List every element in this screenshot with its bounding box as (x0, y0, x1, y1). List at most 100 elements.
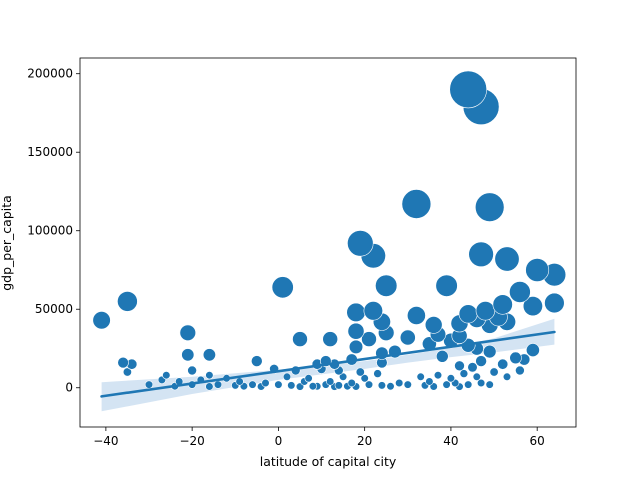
scatter-point (117, 291, 138, 312)
scatter-point (509, 351, 522, 365)
scatter-point (395, 378, 404, 388)
scatter-point (373, 369, 382, 378)
scatter-point (442, 380, 451, 389)
x-tick-label: 60 (530, 434, 545, 448)
x-axis-ticks: −40 −20 0 20 40 60 (93, 427, 545, 448)
x-tick-label: 20 (357, 434, 372, 448)
scatter-point (308, 382, 318, 391)
x-tick-label: −40 (93, 434, 118, 448)
scatter-point (475, 301, 496, 321)
scatter-point (399, 329, 416, 346)
scatter-point (292, 331, 308, 347)
scatter-point (525, 258, 550, 282)
scatter-point (347, 322, 365, 340)
scatter-point (235, 377, 244, 386)
scatter-point (122, 367, 132, 377)
scatter-point (454, 360, 465, 372)
scatter-point (375, 274, 398, 297)
scatter-point (250, 355, 263, 367)
y-tick-label: 200000 (27, 67, 73, 81)
scatter-point (187, 365, 197, 376)
scatter-point (424, 316, 443, 334)
scatter-point (287, 381, 296, 390)
scatter-point (261, 378, 270, 388)
scatter-point (377, 381, 387, 390)
scatter-point (347, 230, 374, 257)
scatter-point (181, 348, 195, 362)
scatter-point (485, 380, 494, 389)
y-tick-label: 100000 (27, 224, 73, 238)
scatter-point (406, 306, 426, 325)
scatter-point (162, 371, 171, 380)
scatter-point (458, 304, 478, 324)
scatter-point (205, 382, 214, 391)
scatter-point (322, 331, 339, 347)
scatter-point (502, 372, 512, 381)
y-tick-label: 150000 (27, 145, 73, 159)
x-axis-label: latitude of capital city (260, 454, 397, 469)
y-tick-label: 0 (65, 381, 73, 395)
scatter-point (416, 372, 425, 381)
scatter-point (446, 374, 456, 383)
scatter-point (475, 355, 487, 367)
scatter-point (339, 372, 348, 381)
scatter-point (522, 296, 543, 317)
scatter-point (179, 324, 197, 341)
scatter-point (274, 380, 283, 389)
scatter-point (403, 380, 412, 389)
scatter-point (202, 348, 216, 362)
scatter-point (304, 374, 313, 383)
scatter-point (248, 380, 257, 389)
scatter-point (515, 365, 525, 376)
scatter-point (497, 358, 509, 370)
scatter-point (348, 339, 364, 355)
scatter-point (360, 374, 369, 383)
scatter-point (526, 343, 540, 357)
scatter-point (544, 292, 565, 314)
scatter-point (117, 356, 129, 369)
scatter-point (213, 380, 223, 389)
scatter-point (475, 192, 505, 222)
scatter-point (361, 331, 377, 347)
x-tick-label: −20 (179, 434, 204, 448)
scatter-point (425, 377, 434, 386)
x-tick-label: 40 (443, 434, 458, 448)
scatter-point (467, 362, 478, 373)
scatter-point (355, 367, 365, 377)
scatter-point (346, 302, 366, 323)
scatter-point (459, 369, 469, 378)
scatter-point (492, 294, 513, 315)
scatter-point (205, 371, 214, 380)
scatter-point (449, 70, 488, 109)
scatter-point (326, 377, 335, 386)
scatter-point (483, 344, 497, 359)
scatter-point (494, 246, 520, 272)
scatter-point (435, 349, 449, 363)
scatter-points-layer (92, 70, 567, 391)
x-tick-label: 0 (275, 434, 283, 448)
scatter-point (334, 381, 343, 390)
scatter-point (271, 276, 294, 299)
y-axis-ticks: 0 50000 100000 150000 200000 (27, 67, 80, 395)
regression-line (100, 330, 556, 398)
scatter-point (347, 378, 356, 388)
scatter-point (92, 311, 111, 330)
scatter-point (477, 378, 486, 388)
y-tick-label: 50000 (35, 302, 73, 316)
regression-line-layer (100, 330, 556, 398)
scatter-point (464, 380, 473, 389)
scatter-point (363, 301, 383, 321)
scatter-point (435, 274, 458, 297)
scatter-point (364, 380, 374, 389)
scatter-point (386, 382, 395, 391)
plot-area-frame (79, 57, 577, 428)
scatter-point (144, 380, 154, 389)
scatter-point (472, 372, 481, 381)
scatter-point (489, 367, 499, 377)
scatter-point (509, 281, 531, 303)
scatter-point (468, 241, 494, 268)
y-axis-label: gdp_per_capita (0, 195, 14, 291)
scatter-point (282, 372, 292, 381)
scatter-point (433, 371, 443, 380)
